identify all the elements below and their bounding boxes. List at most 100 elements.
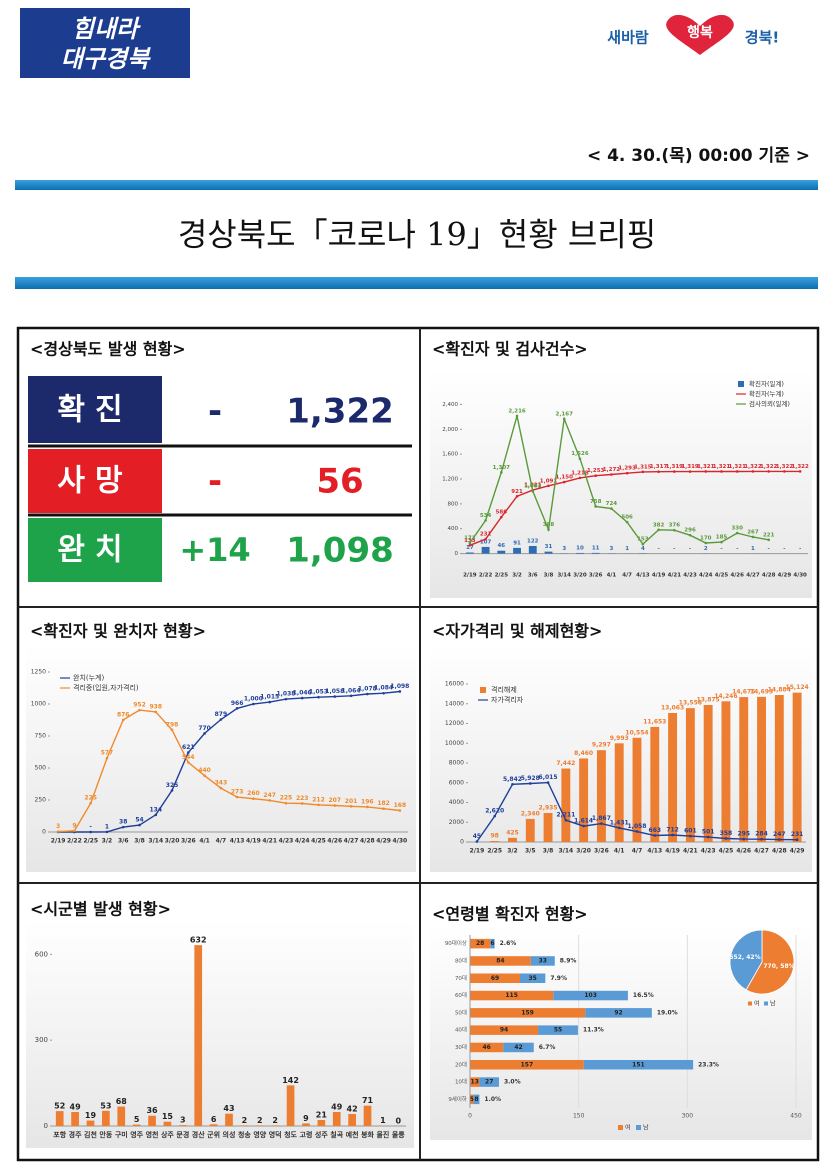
point bbox=[203, 774, 206, 777]
data-label: 69 bbox=[491, 975, 499, 982]
x-tick-label: 4/29 bbox=[778, 573, 792, 579]
point bbox=[704, 541, 708, 545]
bar bbox=[544, 551, 553, 554]
x-tick-label: 3/26 bbox=[589, 573, 603, 579]
data-label: 196 bbox=[361, 798, 374, 805]
point bbox=[720, 540, 723, 544]
data-label: 382 bbox=[653, 522, 665, 528]
legend-swatch bbox=[738, 381, 744, 387]
data-label: 5 bbox=[134, 1115, 140, 1124]
data-label: 151 bbox=[632, 1061, 645, 1068]
x-tick-label: 4/19 bbox=[246, 838, 261, 845]
data-label: 5,842 bbox=[503, 776, 522, 783]
data-label: 21 bbox=[316, 1110, 328, 1119]
point bbox=[673, 528, 676, 532]
x-tick-label: 4/13 bbox=[636, 573, 650, 579]
data-label: 1,319 bbox=[681, 464, 699, 470]
data-label: 1 bbox=[380, 1116, 386, 1125]
data-label: 134 bbox=[150, 806, 163, 813]
data-label: 2 bbox=[242, 1116, 248, 1125]
bar bbox=[132, 1124, 141, 1126]
point bbox=[105, 830, 109, 834]
point bbox=[500, 471, 503, 474]
chart-background bbox=[26, 920, 414, 1148]
y-tick-label: 1250 bbox=[31, 669, 46, 676]
data-label: 14,676 bbox=[732, 689, 755, 696]
point bbox=[617, 826, 621, 830]
data-label: 343 bbox=[215, 780, 228, 787]
data-label: 1,272 bbox=[603, 467, 621, 473]
bar-segment bbox=[470, 990, 554, 1001]
y-tick-label: 250 bbox=[35, 797, 47, 804]
x-tick-label: 4/1 bbox=[614, 848, 625, 855]
data-label: 35 bbox=[528, 975, 536, 982]
y-tick-label: 14000 bbox=[445, 700, 464, 707]
data-label: 1,431 bbox=[610, 819, 629, 826]
x-tick-label: 2/19 bbox=[470, 848, 485, 855]
point bbox=[468, 544, 472, 547]
point bbox=[366, 692, 369, 696]
data-label: - bbox=[768, 546, 770, 552]
data-label: 879 bbox=[215, 711, 228, 718]
bar bbox=[163, 1121, 172, 1126]
point bbox=[783, 470, 786, 473]
x-tick-label: 3/14 bbox=[557, 573, 571, 579]
category-label: 20대 bbox=[455, 1060, 467, 1068]
x-tick-label: 칠곡 bbox=[330, 1130, 343, 1139]
status-label-cell bbox=[28, 518, 162, 582]
point bbox=[203, 732, 206, 735]
point bbox=[798, 470, 802, 473]
point bbox=[235, 707, 239, 710]
bar-segment bbox=[470, 1025, 539, 1035]
data-label: 712 bbox=[666, 826, 679, 833]
bar bbox=[591, 552, 600, 554]
data-label: 577 bbox=[101, 750, 114, 757]
status-change: - bbox=[208, 462, 222, 502]
data-label: 168 bbox=[394, 802, 407, 809]
x-tick-label: 청도 bbox=[284, 1130, 297, 1139]
chart-background bbox=[430, 370, 812, 598]
line bbox=[469, 470, 801, 546]
data-label: - bbox=[799, 546, 801, 552]
data-label: 663 bbox=[649, 827, 662, 834]
data-label: 92 bbox=[614, 1009, 622, 1016]
bar bbox=[703, 704, 713, 842]
x-tick-label: 4/27 bbox=[754, 848, 769, 855]
point bbox=[252, 702, 255, 706]
bar-segment bbox=[530, 956, 555, 966]
data-label: 876 bbox=[117, 711, 130, 718]
point bbox=[562, 480, 566, 484]
data-label: 36 bbox=[146, 1106, 158, 1115]
bar bbox=[739, 697, 749, 842]
data-label: 33 bbox=[539, 957, 547, 964]
bar bbox=[481, 546, 490, 554]
data-label: 159 bbox=[521, 1009, 534, 1016]
point bbox=[56, 830, 60, 833]
x-tick-label: 4/26 bbox=[327, 838, 342, 845]
bar bbox=[685, 708, 695, 842]
bar bbox=[332, 1111, 341, 1126]
category-label: 50대 bbox=[455, 1008, 467, 1016]
point bbox=[671, 833, 674, 837]
y-tick-label: 400 bbox=[448, 526, 459, 532]
bar bbox=[465, 552, 474, 554]
data-label: 770 bbox=[198, 725, 211, 732]
x-tick-label: 봉화 bbox=[361, 1130, 374, 1139]
bar-segment bbox=[470, 938, 491, 949]
point bbox=[689, 834, 692, 838]
data-label: 31 bbox=[545, 544, 553, 550]
point bbox=[742, 837, 746, 841]
x-tick-label: 4/27 bbox=[344, 838, 359, 845]
x-tick-label: 고령 bbox=[300, 1130, 313, 1139]
bar bbox=[632, 737, 642, 842]
logo-right-text: 행복 bbox=[687, 25, 713, 41]
share-label: 1.0% bbox=[484, 1096, 501, 1103]
bar bbox=[240, 1125, 249, 1126]
y-tick-label: 500 bbox=[35, 765, 47, 772]
point bbox=[511, 783, 514, 786]
x-tick-label: 3/5 bbox=[525, 848, 536, 855]
data-label: - bbox=[89, 824, 92, 831]
data-label: 952 bbox=[133, 702, 146, 709]
data-label: 103 bbox=[584, 992, 597, 999]
x-tick-label: 4/28 bbox=[360, 838, 375, 845]
